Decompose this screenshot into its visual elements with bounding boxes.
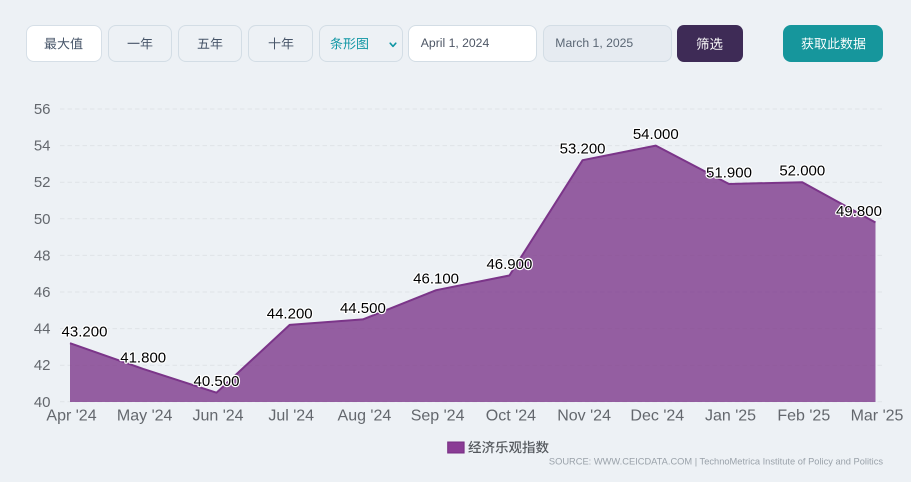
svg-text:40.500: 40.500	[194, 373, 240, 390]
svg-text:54: 54	[34, 138, 51, 155]
svg-text:Aug '24: Aug '24	[338, 408, 392, 425]
svg-text:43.200: 43.200	[62, 324, 108, 341]
svg-text:Apr '24: Apr '24	[46, 408, 96, 425]
svg-text:48: 48	[34, 247, 51, 264]
svg-text:44.500: 44.500	[340, 300, 386, 317]
svg-text:Jul '24: Jul '24	[268, 408, 314, 425]
svg-text:Sep '24: Sep '24	[411, 408, 465, 425]
svg-text:Feb '25: Feb '25	[777, 408, 830, 425]
svg-text:Jun '24: Jun '24	[192, 408, 243, 425]
svg-text:49.800: 49.800	[836, 203, 882, 220]
svg-text:53.200: 53.200	[560, 141, 606, 158]
svg-text:56: 56	[34, 101, 51, 118]
svg-text:May '24: May '24	[117, 408, 173, 425]
svg-text:42: 42	[34, 357, 51, 374]
svg-text:46.100: 46.100	[413, 271, 459, 288]
svg-text:46: 46	[34, 284, 51, 301]
svg-text:52: 52	[34, 174, 51, 191]
svg-text:40: 40	[34, 394, 51, 411]
svg-text:Oct '24: Oct '24	[486, 408, 536, 425]
svg-text:Dec '24: Dec '24	[630, 408, 684, 425]
svg-text:SOURCE: WWW.CEICDATA.COM | Tec: SOURCE: WWW.CEICDATA.COM | TechnoMetrica…	[549, 457, 883, 467]
svg-text:51.900: 51.900	[706, 165, 752, 182]
svg-text:Mar '25: Mar '25	[851, 408, 904, 425]
svg-text:54.000: 54.000	[633, 126, 679, 143]
svg-text:41.800: 41.800	[120, 349, 166, 366]
svg-text:Nov '24: Nov '24	[557, 408, 611, 425]
svg-text:Jan '25: Jan '25	[705, 408, 756, 425]
svg-text:44: 44	[34, 321, 51, 338]
svg-text:50: 50	[34, 211, 51, 228]
svg-text:46.900: 46.900	[486, 256, 532, 273]
svg-text:44.200: 44.200	[267, 305, 313, 322]
svg-text:52.000: 52.000	[779, 163, 825, 180]
